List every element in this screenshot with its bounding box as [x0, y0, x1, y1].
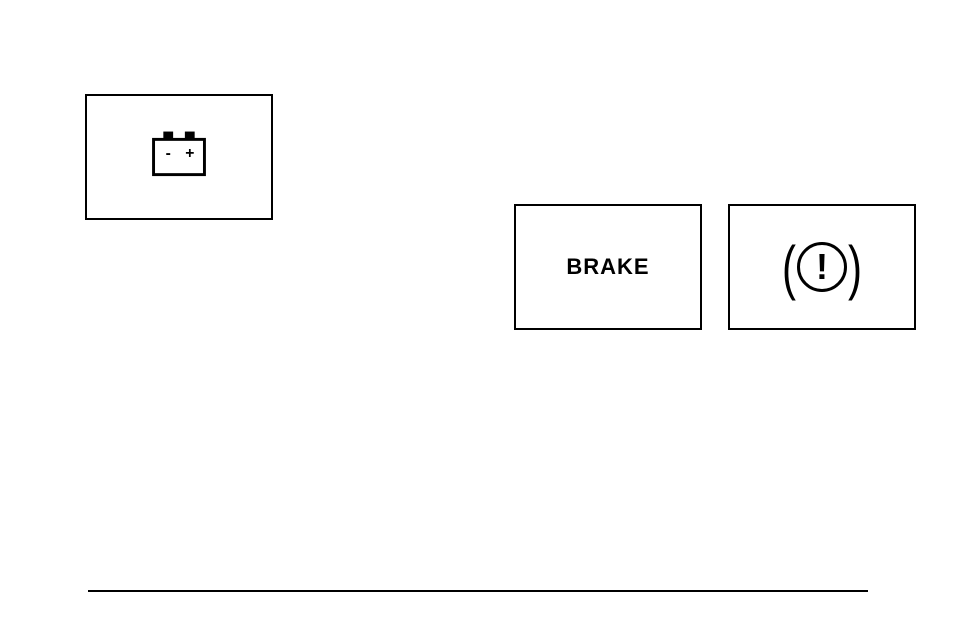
exclaim-icon: ! — [816, 249, 828, 285]
brake-symbol-icon: ( ! ) — [779, 233, 865, 302]
battery-warning-panel: - + — [85, 94, 273, 220]
svg-text:-: - — [166, 145, 171, 162]
paren-left: ( — [782, 233, 796, 302]
paren-right: ) — [848, 233, 862, 302]
svg-text:+: + — [185, 145, 194, 162]
brake-circle: ! — [797, 242, 847, 292]
brake-text-panel: BRAKE — [514, 204, 702, 330]
battery-icon: - + — [87, 94, 271, 220]
diagram-stage: - + BRAKE ( ! ) — [0, 0, 954, 636]
brake-symbol-panel: ( ! ) — [728, 204, 916, 330]
brake-label: BRAKE — [566, 254, 649, 280]
divider-line — [88, 590, 868, 592]
